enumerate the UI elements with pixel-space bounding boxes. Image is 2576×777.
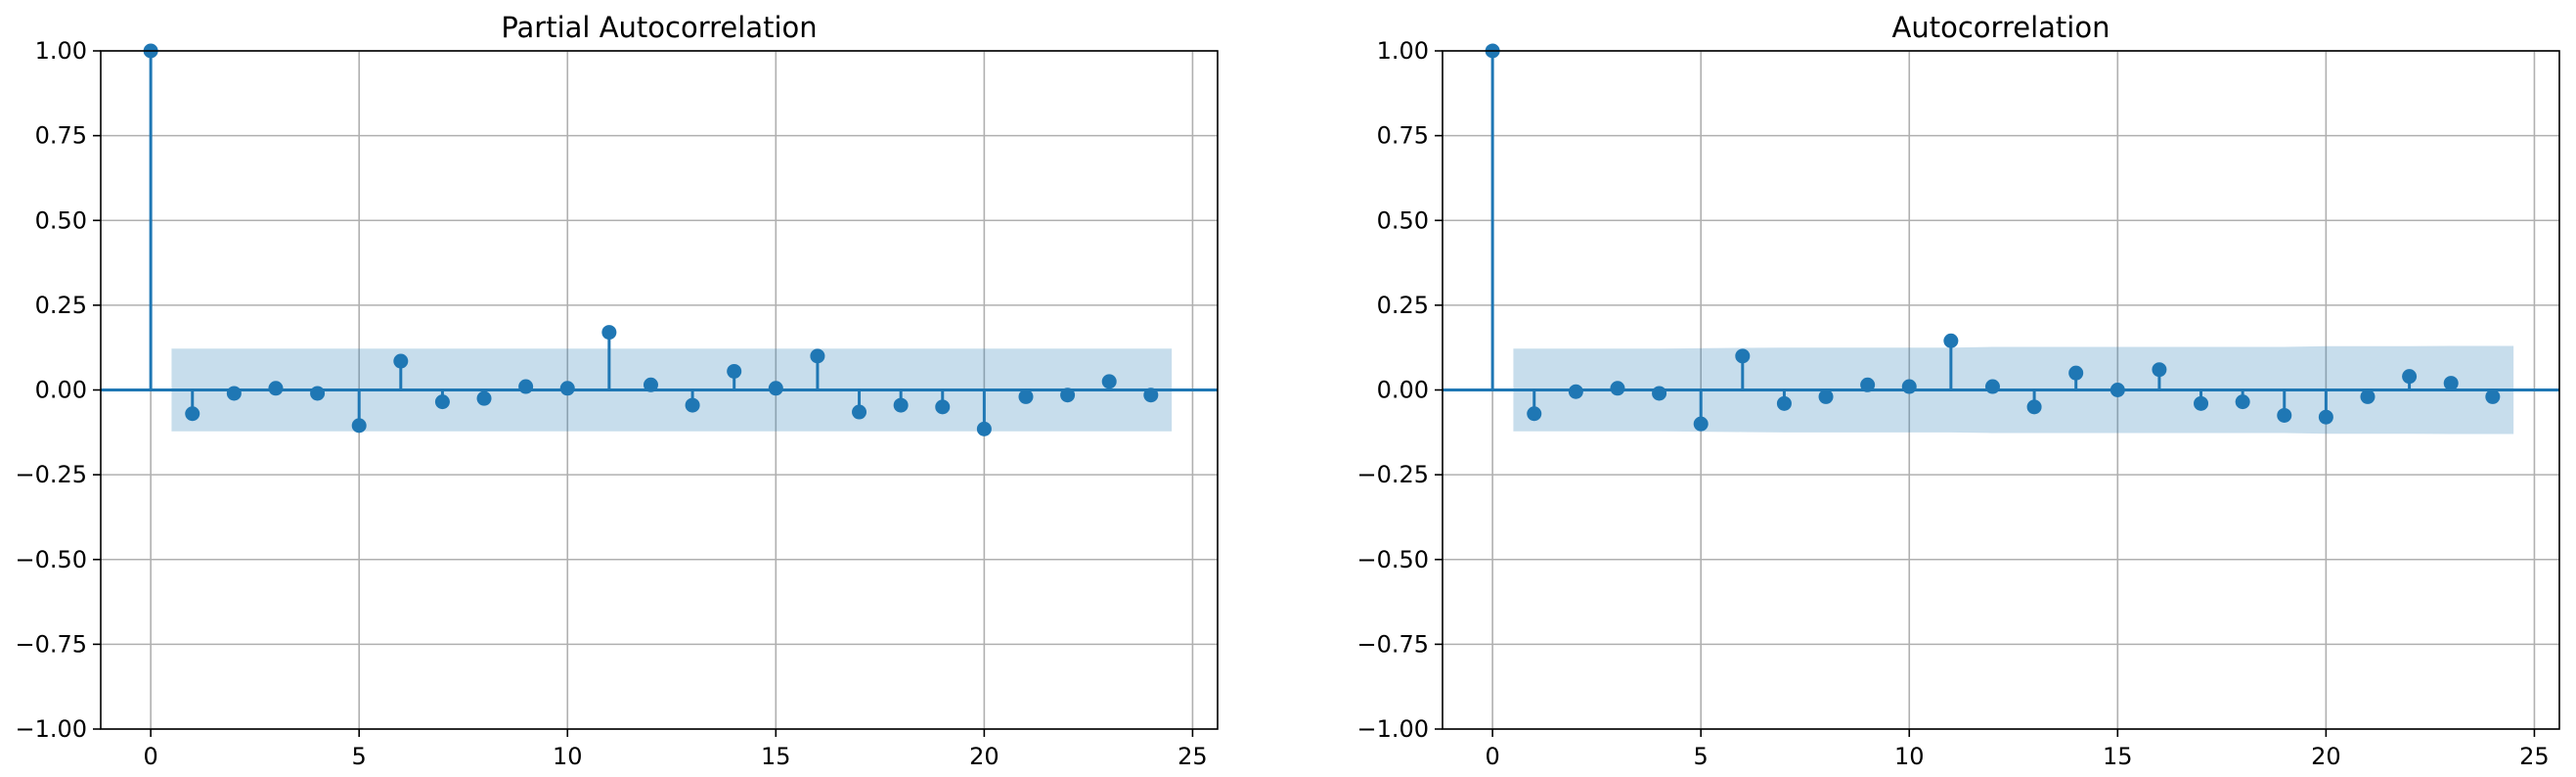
stem-marker — [2068, 365, 2084, 381]
x-tick-label: 5 — [352, 743, 367, 770]
y-tick-label: −0.75 — [1356, 630, 1429, 658]
stem-marker — [2026, 399, 2042, 415]
stem-marker — [559, 381, 575, 396]
stem-marker — [810, 348, 825, 364]
x-tick-label: 15 — [761, 743, 791, 770]
stem-marker — [935, 399, 951, 415]
stem-marker — [518, 379, 534, 394]
stem-marker — [226, 386, 242, 401]
stem-marker — [2110, 383, 2125, 397]
y-tick-label: 0.00 — [1377, 377, 1429, 404]
stem-marker — [1735, 348, 1751, 364]
stem-marker — [2194, 395, 2209, 411]
stem-marker — [310, 386, 326, 401]
stem-marker — [727, 363, 742, 379]
stem-marker — [1693, 416, 1709, 432]
stem-marker — [1984, 379, 2000, 394]
stem-marker — [393, 353, 409, 369]
y-tick-label: 0.25 — [1377, 292, 1429, 319]
y-tick-label: −0.25 — [15, 461, 87, 488]
stem-marker — [2277, 407, 2292, 423]
stem-marker — [976, 421, 992, 436]
stem-marker — [643, 377, 658, 392]
x-tick-label: 25 — [2519, 743, 2550, 770]
y-tick-label: 1.00 — [35, 37, 87, 65]
x-tick-label: 10 — [1894, 743, 1925, 770]
y-tick-label: 0.50 — [1377, 206, 1429, 234]
stem-marker — [476, 390, 492, 406]
stem-marker — [1943, 333, 1959, 348]
stem-marker — [2485, 388, 2501, 404]
x-tick-label: 0 — [1485, 743, 1499, 770]
y-tick-label: 0.00 — [35, 377, 87, 404]
stem-marker — [893, 397, 909, 413]
stem-marker — [1527, 406, 1542, 422]
stem-marker — [1860, 377, 1876, 392]
pacf-chart: Partial Autocorrelation 0 5 10 15 20 25 −1.00 −… — [15, 11, 1219, 770]
y-tick-label: 0.50 — [35, 206, 87, 234]
stem-marker — [1568, 384, 1583, 399]
stem-marker — [2235, 394, 2250, 410]
stem-marker — [185, 406, 200, 422]
y-tick-label: −1.00 — [1356, 715, 1429, 743]
stems — [1485, 43, 2501, 432]
y-tick-label: −0.50 — [15, 546, 87, 573]
stem-marker — [2318, 409, 2333, 425]
stem-marker — [2402, 369, 2418, 385]
stem-marker — [1060, 388, 1076, 403]
chart-title: Partial Autocorrelation — [501, 11, 817, 44]
chart-title: Autocorrelation — [1892, 11, 2110, 44]
x-tick-label: 0 — [143, 743, 157, 770]
x-tick-label: 20 — [2311, 743, 2341, 770]
x-tick-label: 20 — [969, 743, 999, 770]
stem-marker — [601, 325, 617, 341]
stem-marker — [2360, 388, 2376, 404]
y-tick-label: −0.75 — [15, 630, 87, 658]
y-tick-label: 0.75 — [35, 122, 87, 150]
stem-marker — [1143, 388, 1159, 403]
stem-marker — [1101, 374, 1117, 389]
stem-marker — [434, 394, 450, 410]
stems — [143, 43, 1159, 436]
x-tick-label: 15 — [2103, 743, 2133, 770]
stem-marker — [685, 397, 700, 413]
stem-marker — [852, 404, 867, 420]
ticks: 0 5 10 15 20 25 −1.00 −0.75 −0.50 −0.25 0.00 0.25 0.… — [1356, 37, 2549, 770]
y-tick-label: −1.00 — [15, 715, 87, 743]
stem-marker — [768, 381, 783, 396]
stem-marker — [1652, 386, 1667, 401]
y-tick-label: −0.25 — [1356, 461, 1429, 488]
x-tick-label: 25 — [1177, 743, 1208, 770]
y-tick-label: 0.75 — [1377, 122, 1429, 150]
stem-marker — [2443, 376, 2459, 391]
stem-marker — [1018, 388, 1034, 404]
stem-marker — [1901, 379, 1917, 394]
stem-marker — [351, 418, 367, 434]
stem-marker — [1610, 381, 1625, 396]
stem-marker — [1818, 388, 1834, 404]
y-tick-label: −0.50 — [1356, 546, 1429, 573]
ticks: 0 5 10 15 20 25 −1.00 −0.75 −0.50 −0.25 0.00 0.25 0.… — [15, 37, 1207, 770]
y-tick-label: 0.25 — [35, 292, 87, 319]
x-tick-label: 10 — [553, 743, 583, 770]
y-tick-label: 1.00 — [1377, 37, 1429, 65]
stem-marker — [1776, 395, 1792, 411]
stem-marker — [268, 381, 284, 396]
stem-marker — [2152, 362, 2167, 378]
x-tick-label: 5 — [1694, 743, 1709, 770]
acf-chart: Autocorrelation 0 5 10 15 20 25 −1.00 −0.75 −0.5… — [1356, 11, 2560, 770]
